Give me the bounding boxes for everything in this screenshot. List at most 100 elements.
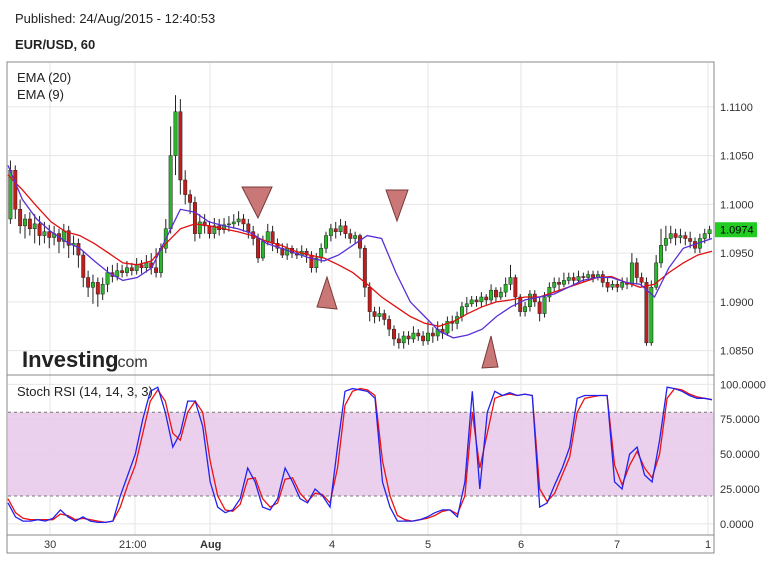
candle [445, 321, 450, 334]
stoch-tick-label: 100.0000 [720, 379, 766, 391]
candle [474, 299, 479, 303]
candle [566, 277, 571, 281]
watermark-suffix: .com [113, 354, 148, 371]
candle [581, 276, 586, 278]
candle [66, 230, 71, 246]
candle [13, 170, 18, 210]
stoch-d-line [7, 387, 713, 524]
candle [314, 257, 319, 268]
candle [576, 276, 581, 281]
candle [226, 223, 231, 226]
candle [236, 218, 241, 223]
candle [23, 218, 27, 227]
candle [387, 319, 392, 330]
candle [91, 282, 95, 288]
candle [493, 289, 498, 298]
x-tick-label: 21:00 [119, 539, 147, 551]
price-tick-label: 1.1100 [720, 102, 753, 114]
candle [362, 248, 367, 288]
x-tick-label: 4 [329, 539, 335, 551]
candle [372, 311, 377, 317]
candle [333, 228, 338, 232]
candle [95, 282, 100, 295]
candle [527, 293, 532, 308]
candle [542, 296, 547, 314]
candle [343, 225, 348, 234]
candle [547, 287, 552, 298]
candle [115, 270, 120, 277]
stoch-tick-label: 75.0000 [720, 414, 760, 426]
candle [688, 238, 693, 242]
candle [47, 231, 52, 238]
triangle-marker [385, 189, 409, 223]
candle [348, 233, 353, 239]
candle [134, 264, 139, 271]
stoch-tick-label: 25.0000 [720, 484, 760, 496]
price-tick-label: 1.0950 [720, 248, 754, 260]
stoch-tick-label: 0.0000 [720, 519, 754, 531]
x-tick-label: 6 [518, 539, 524, 551]
candle [707, 229, 712, 234]
candle [498, 291, 503, 298]
candle [86, 277, 91, 288]
price-tick-label: 1.1050 [720, 151, 754, 163]
candle [246, 223, 251, 232]
candle [663, 238, 668, 246]
candle [406, 335, 411, 340]
candle [192, 202, 197, 234]
candle [382, 313, 387, 320]
candle [668, 233, 673, 239]
price-tick-label: 1.0900 [720, 297, 754, 309]
ema9-line [7, 165, 713, 339]
legend-ema9: EMA (9) [17, 87, 64, 102]
candle [139, 264, 144, 269]
candle [396, 338, 401, 344]
candle [338, 225, 343, 232]
candle [411, 332, 416, 340]
candle [702, 233, 707, 239]
triangle-marker [316, 275, 338, 310]
candle [125, 267, 129, 273]
legend-ema20: EMA (20) [17, 70, 71, 85]
candle [154, 267, 159, 273]
candle [639, 277, 644, 283]
candle [479, 296, 484, 303]
last-price-label: 1.0974 [720, 225, 754, 237]
x-tick-label: 7 [614, 539, 620, 551]
stoch-band [8, 412, 714, 496]
candle [197, 221, 202, 234]
candle [557, 282, 562, 285]
candle [168, 155, 173, 229]
x-tick-label: 30 [44, 539, 56, 551]
candle [591, 274, 595, 278]
candle [37, 223, 42, 236]
candle [649, 287, 654, 344]
candle [32, 223, 37, 229]
candle [460, 306, 464, 317]
candle [620, 282, 625, 288]
candle [673, 233, 678, 238]
candle [561, 280, 566, 285]
last-price-badge [715, 222, 757, 238]
candle [309, 254, 314, 268]
candle [430, 332, 435, 337]
candle [586, 274, 591, 278]
candle [222, 224, 227, 230]
candle [105, 272, 110, 285]
candle [367, 287, 372, 312]
candle [42, 231, 47, 236]
candle [188, 194, 193, 203]
candle [523, 306, 528, 312]
x-tick-label: 1 [705, 539, 711, 551]
candle [469, 299, 474, 305]
candle [18, 209, 23, 227]
candle [285, 248, 290, 256]
candle [552, 282, 557, 288]
candle [173, 111, 178, 156]
candle [392, 328, 396, 340]
x-tick-label: 5 [425, 539, 431, 551]
candle [518, 296, 523, 312]
candle [231, 221, 236, 225]
candle [683, 235, 688, 239]
